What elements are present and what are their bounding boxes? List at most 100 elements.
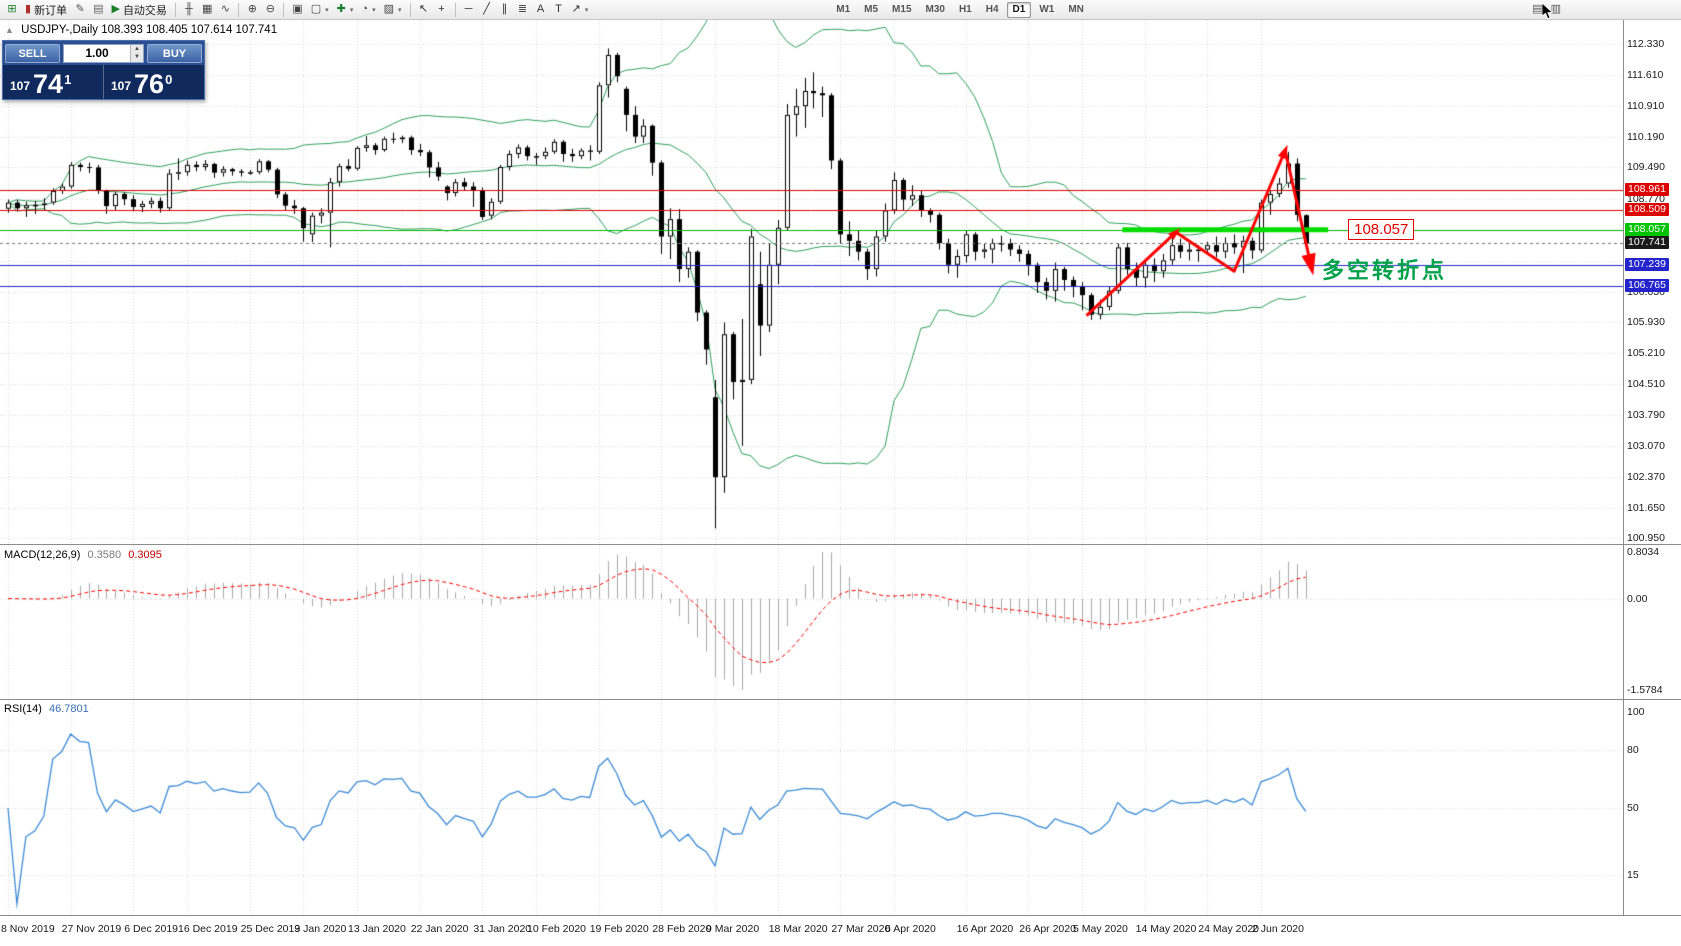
- templates-button[interactable]: ▨ ▾: [380, 1, 406, 18]
- timeframe-mn[interactable]: MN: [1068, 3, 1084, 15]
- price-scale-label: 100.950: [1627, 532, 1665, 545]
- horizontal-line-button[interactable]: ─: [460, 1, 478, 18]
- cursor-button[interactable]: ↖: [415, 1, 433, 18]
- timeframe-w1[interactable]: W1: [1039, 3, 1055, 15]
- price-scale[interactable]: 112.330 111.610 110.910 110.190 109.490 108.7…: [1624, 20, 1681, 916]
- date-axis-label: 9 Mar 2020: [706, 923, 760, 935]
- timeframe-m1[interactable]: M1: [836, 3, 851, 15]
- macd-scale-label: -1.5784: [1627, 684, 1663, 696]
- channel-button[interactable]: ∥: [496, 1, 514, 18]
- toolbar-separator: [409, 2, 411, 17]
- new-chart-icon: ✚: [336, 3, 346, 15]
- rsi-panel-splitter[interactable]: [0, 699, 1681, 700]
- autotrade-button[interactable]: ▶ 自动交易: [107, 1, 170, 18]
- trendline-icon: ╱: [483, 3, 490, 15]
- macd-header: MACD(12,26,9) 0.3580 0.3095: [4, 549, 162, 561]
- timeframe-m5[interactable]: M5: [864, 3, 879, 15]
- timeframe-m15[interactable]: M15: [892, 3, 912, 15]
- bar-chart-icon: ╫: [185, 3, 193, 15]
- bar-chart-button[interactable]: ╫: [180, 1, 198, 18]
- volume-down-icon[interactable]: ▼: [134, 54, 140, 60]
- volume-value[interactable]: 1.00: [85, 45, 109, 60]
- date-axis-label: 13 Jan 2020: [348, 923, 406, 935]
- toolbar-separator: [454, 2, 456, 17]
- mouse-cursor: [1541, 3, 1554, 20]
- new-order-icon: ⊞: [7, 3, 17, 15]
- candlestick-chart-icon: ▦: [201, 3, 213, 15]
- price-scale-label: 112.330: [1627, 38, 1665, 51]
- zoom-out-button[interactable]: ⊖: [261, 1, 279, 18]
- zoom-out-icon: ⊖: [265, 3, 275, 15]
- rsi-header: RSI(14) 46.7801: [4, 703, 89, 715]
- price-scale-divider: [1623, 20, 1624, 916]
- zoom-in-button[interactable]: ⊕: [243, 1, 261, 18]
- rsi-scale-label: 15: [1627, 869, 1639, 882]
- date-axis[interactable]: 8 Nov 2019 27 Nov 2019 6 Dec 2019 16 Dec 20…: [0, 916, 1624, 946]
- print-preview-button[interactable]: ▥: [1547, 1, 1565, 18]
- date-axis-label: 14 May 2020: [1135, 923, 1197, 935]
- date-axis-label: 22 Jan 2020: [410, 923, 469, 935]
- ask-price[interactable]: 107 76 0: [103, 65, 204, 99]
- date-axis-label: 2 Jun 2020: [1252, 923, 1304, 935]
- mql-wizard-icon: ✎: [75, 3, 85, 15]
- tile-windows-button[interactable]: ▣: [288, 1, 306, 18]
- buy-button[interactable]: BUY: [147, 43, 202, 63]
- timeframe-h4[interactable]: H4: [985, 3, 999, 15]
- collapse-panel-icon[interactable]: ▲: [5, 25, 14, 35]
- trendline-button[interactable]: ╱: [478, 1, 496, 18]
- dropdown-caret-icon[interactable]: ▾: [325, 6, 329, 14]
- new-order-button[interactable]: ⊞: [3, 1, 21, 18]
- periods-icon: ◔: [361, 3, 369, 15]
- timeframe-h1[interactable]: H1: [958, 3, 972, 15]
- bid-price[interactable]: 107 74 1: [3, 65, 103, 99]
- volume-up-icon[interactable]: ▲: [134, 45, 140, 52]
- turning-point-annotation[interactable]: 多空转折点: [1322, 258, 1448, 283]
- new-chart-button[interactable]: ✚ ▾: [333, 1, 358, 18]
- sell-button[interactable]: SELL: [5, 43, 60, 63]
- date-axis-label: 27 Nov 2019: [61, 923, 122, 935]
- periods-button[interactable]: ◔ ▾: [357, 1, 379, 18]
- price-scale-label: 101.650: [1627, 502, 1665, 514]
- arrows-button[interactable]: ↗ ▾: [568, 1, 593, 18]
- fibonacci-button[interactable]: ≣: [514, 1, 532, 18]
- new-order-button[interactable]: ▮ 新订单: [21, 1, 71, 18]
- channel-icon: ∥: [501, 3, 508, 15]
- rsi-indicator-canvas[interactable]: [0, 700, 1623, 916]
- date-axis-label: 19 Feb 2020: [589, 923, 649, 935]
- price-tag: 106.765: [1625, 278, 1669, 292]
- print-button[interactable]: ▤: [1528, 1, 1546, 18]
- macd-panel-splitter[interactable]: [0, 544, 1681, 545]
- price-annotation-label[interactable]: 108.057: [1348, 218, 1415, 240]
- date-axis-label: 3 Jan 2020: [294, 923, 347, 935]
- profile-button[interactable]: ▤: [89, 1, 107, 18]
- label-icon: T: [555, 3, 562, 15]
- timeframe-d1[interactable]: D1: [1006, 1, 1032, 18]
- price-tag: 108.509: [1625, 203, 1669, 217]
- chart-title: ▲ USDJPY-,Daily 108.393 108.405 107.614 …: [5, 24, 277, 36]
- timeframe-m30[interactable]: M30: [925, 3, 945, 15]
- text-button[interactable]: A: [532, 1, 550, 18]
- print-preview-icon: ▥: [1550, 3, 1561, 15]
- main-chart-canvas[interactable]: [0, 20, 1623, 545]
- chart-symbol-period: USDJPY-,Daily: [21, 24, 99, 36]
- dropdown-caret-icon[interactable]: ▾: [372, 6, 376, 14]
- autotrade-button-label: 自动交易: [122, 4, 167, 17]
- date-axis-label: 25 Dec 2019: [240, 923, 301, 935]
- volume-input[interactable]: 1.00 ▲ ▼: [63, 43, 144, 63]
- crosshair-button[interactable]: +: [433, 1, 451, 18]
- price-tag: 108.961: [1625, 183, 1669, 197]
- arrange-windows-button[interactable]: ▢ ▾: [307, 1, 333, 18]
- tile-windows-icon: ▣: [292, 3, 303, 15]
- candlestick-chart-button[interactable]: ▦: [198, 1, 216, 18]
- macd-scale-label: 0.8034: [1627, 546, 1660, 558]
- dropdown-caret-icon[interactable]: ▾: [397, 6, 402, 14]
- mql-wizard-button[interactable]: ✎: [71, 1, 89, 18]
- dropdown-caret-icon[interactable]: ▾: [584, 6, 589, 14]
- macd-indicator-canvas[interactable]: [0, 545, 1623, 700]
- ask-price-sup: 0: [165, 72, 173, 87]
- line-chart-button[interactable]: ∿: [216, 1, 234, 18]
- dropdown-caret-icon[interactable]: ▾: [349, 6, 354, 14]
- date-axis-label: 10 Feb 2020: [527, 923, 587, 935]
- price-scale-label: 111.610: [1627, 69, 1664, 82]
- label-button[interactable]: T: [550, 1, 568, 18]
